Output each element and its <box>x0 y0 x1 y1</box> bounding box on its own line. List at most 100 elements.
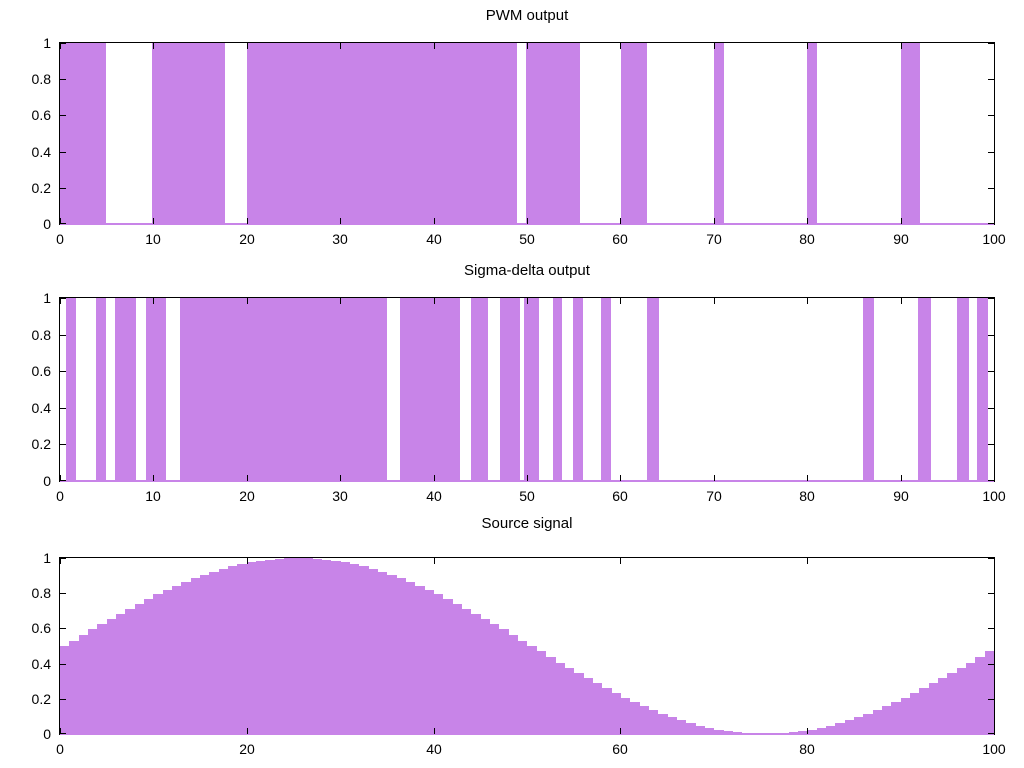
sample-bar <box>807 730 818 734</box>
x-tick-mark <box>247 728 248 734</box>
sample-bar <box>424 590 435 734</box>
y-tick-label: 0 <box>43 216 51 232</box>
x-tick-mark <box>247 558 248 564</box>
y-tick-label: 0.2 <box>31 180 51 196</box>
sample-bar <box>144 599 154 734</box>
y-tick-mark <box>60 188 66 189</box>
sample-bar <box>405 582 416 734</box>
y-tick-mark <box>988 699 994 700</box>
x-tick-mark <box>527 475 528 481</box>
x-tick-mark <box>620 475 621 481</box>
x-tick-mark <box>434 298 435 304</box>
chart-title-source: Source signal <box>481 515 573 532</box>
x-tick-mark <box>153 218 154 224</box>
sample-bar <box>153 594 164 734</box>
x-tick-mark <box>340 43 341 49</box>
sample-bar <box>517 641 528 734</box>
x-tick-mark <box>994 475 995 481</box>
x-tick-mark <box>807 43 808 49</box>
sample-bar <box>825 726 836 734</box>
sample-bar <box>900 698 911 734</box>
y-tick-label: 0.6 <box>31 107 51 123</box>
x-tick-mark <box>901 218 902 224</box>
x-tick-mark <box>60 218 61 224</box>
x-tick-label: 0 <box>56 231 64 247</box>
sample-bar <box>162 590 173 734</box>
y-tick-mark <box>60 223 66 224</box>
sample-bar <box>190 578 201 734</box>
x-tick-label: 60 <box>612 231 628 247</box>
pulse-bar <box>956 298 969 481</box>
sample-bar <box>611 693 621 734</box>
y-tick-label: 0.4 <box>31 656 51 672</box>
y-tick-mark <box>988 408 994 409</box>
y-tick-label: 0 <box>43 726 51 742</box>
zero-baseline <box>60 223 994 225</box>
x-tick-mark <box>714 43 715 49</box>
sample-bar <box>947 673 958 734</box>
y-tick-mark <box>988 335 994 336</box>
pulse-bar <box>572 298 584 481</box>
zero-baseline <box>60 733 994 735</box>
sample-bar <box>620 698 631 734</box>
sample-bar <box>368 569 379 734</box>
x-tick-mark <box>714 218 715 224</box>
sample-bar <box>853 717 864 734</box>
sample-bar <box>312 559 322 734</box>
x-tick-mark <box>714 475 715 481</box>
chart-title-pwm: PWM output <box>485 7 569 24</box>
y-tick-label: 0.4 <box>31 400 51 416</box>
sample-bar <box>181 582 192 734</box>
sample-bar <box>218 569 229 734</box>
pulse-bar <box>526 43 581 224</box>
x-tick-label: 70 <box>706 488 722 504</box>
sample-bar <box>209 572 220 734</box>
sample-bar <box>881 706 892 734</box>
sample-bar <box>536 651 547 734</box>
sample-bar <box>470 614 481 734</box>
x-tick-label: 40 <box>426 231 442 247</box>
y-tick-mark <box>988 480 994 481</box>
y-tick-mark <box>60 628 66 629</box>
x-tick-mark <box>527 43 528 49</box>
x-tick-mark <box>60 475 61 481</box>
x-tick-mark <box>60 728 61 734</box>
y-tick-mark <box>988 152 994 153</box>
pulse-bar <box>65 298 76 481</box>
x-tick-mark <box>527 218 528 224</box>
x-tick-label: 100 <box>982 741 1006 757</box>
x-tick-mark <box>620 298 621 304</box>
sample-bar <box>358 566 369 734</box>
pulse-bar <box>900 43 921 224</box>
sample-bar <box>648 710 659 734</box>
pulse-bar <box>553 298 563 481</box>
pulse-bar <box>647 298 659 481</box>
x-tick-label: 80 <box>799 488 815 504</box>
y-tick-label: 0.2 <box>31 436 51 452</box>
y-tick-label: 1 <box>43 550 51 566</box>
sample-bar <box>695 726 705 734</box>
y-tick-mark <box>60 298 66 299</box>
x-tick-mark <box>434 728 435 734</box>
sample-bar <box>639 706 649 734</box>
sample-bar <box>480 619 491 734</box>
sample-bar <box>601 688 612 734</box>
chart-title-sigma-delta: Sigma-delta output <box>464 262 590 279</box>
y-tick-mark <box>60 558 66 559</box>
x-tick-mark <box>434 43 435 49</box>
sample-bar <box>377 572 388 734</box>
y-tick-mark <box>988 733 994 734</box>
x-tick-mark <box>527 298 528 304</box>
x-tick-label: 40 <box>426 741 442 757</box>
x-tick-mark <box>807 475 808 481</box>
x-tick-mark <box>994 728 995 734</box>
x-tick-mark <box>153 298 154 304</box>
sample-bar <box>527 646 537 734</box>
x-tick-label: 0 <box>56 741 64 757</box>
x-tick-mark <box>60 298 61 304</box>
y-tick-label: 0.6 <box>31 363 51 379</box>
x-tick-mark <box>807 218 808 224</box>
sample-bar <box>321 560 332 734</box>
pulse-bar <box>399 298 460 481</box>
sample-bar <box>284 558 294 734</box>
